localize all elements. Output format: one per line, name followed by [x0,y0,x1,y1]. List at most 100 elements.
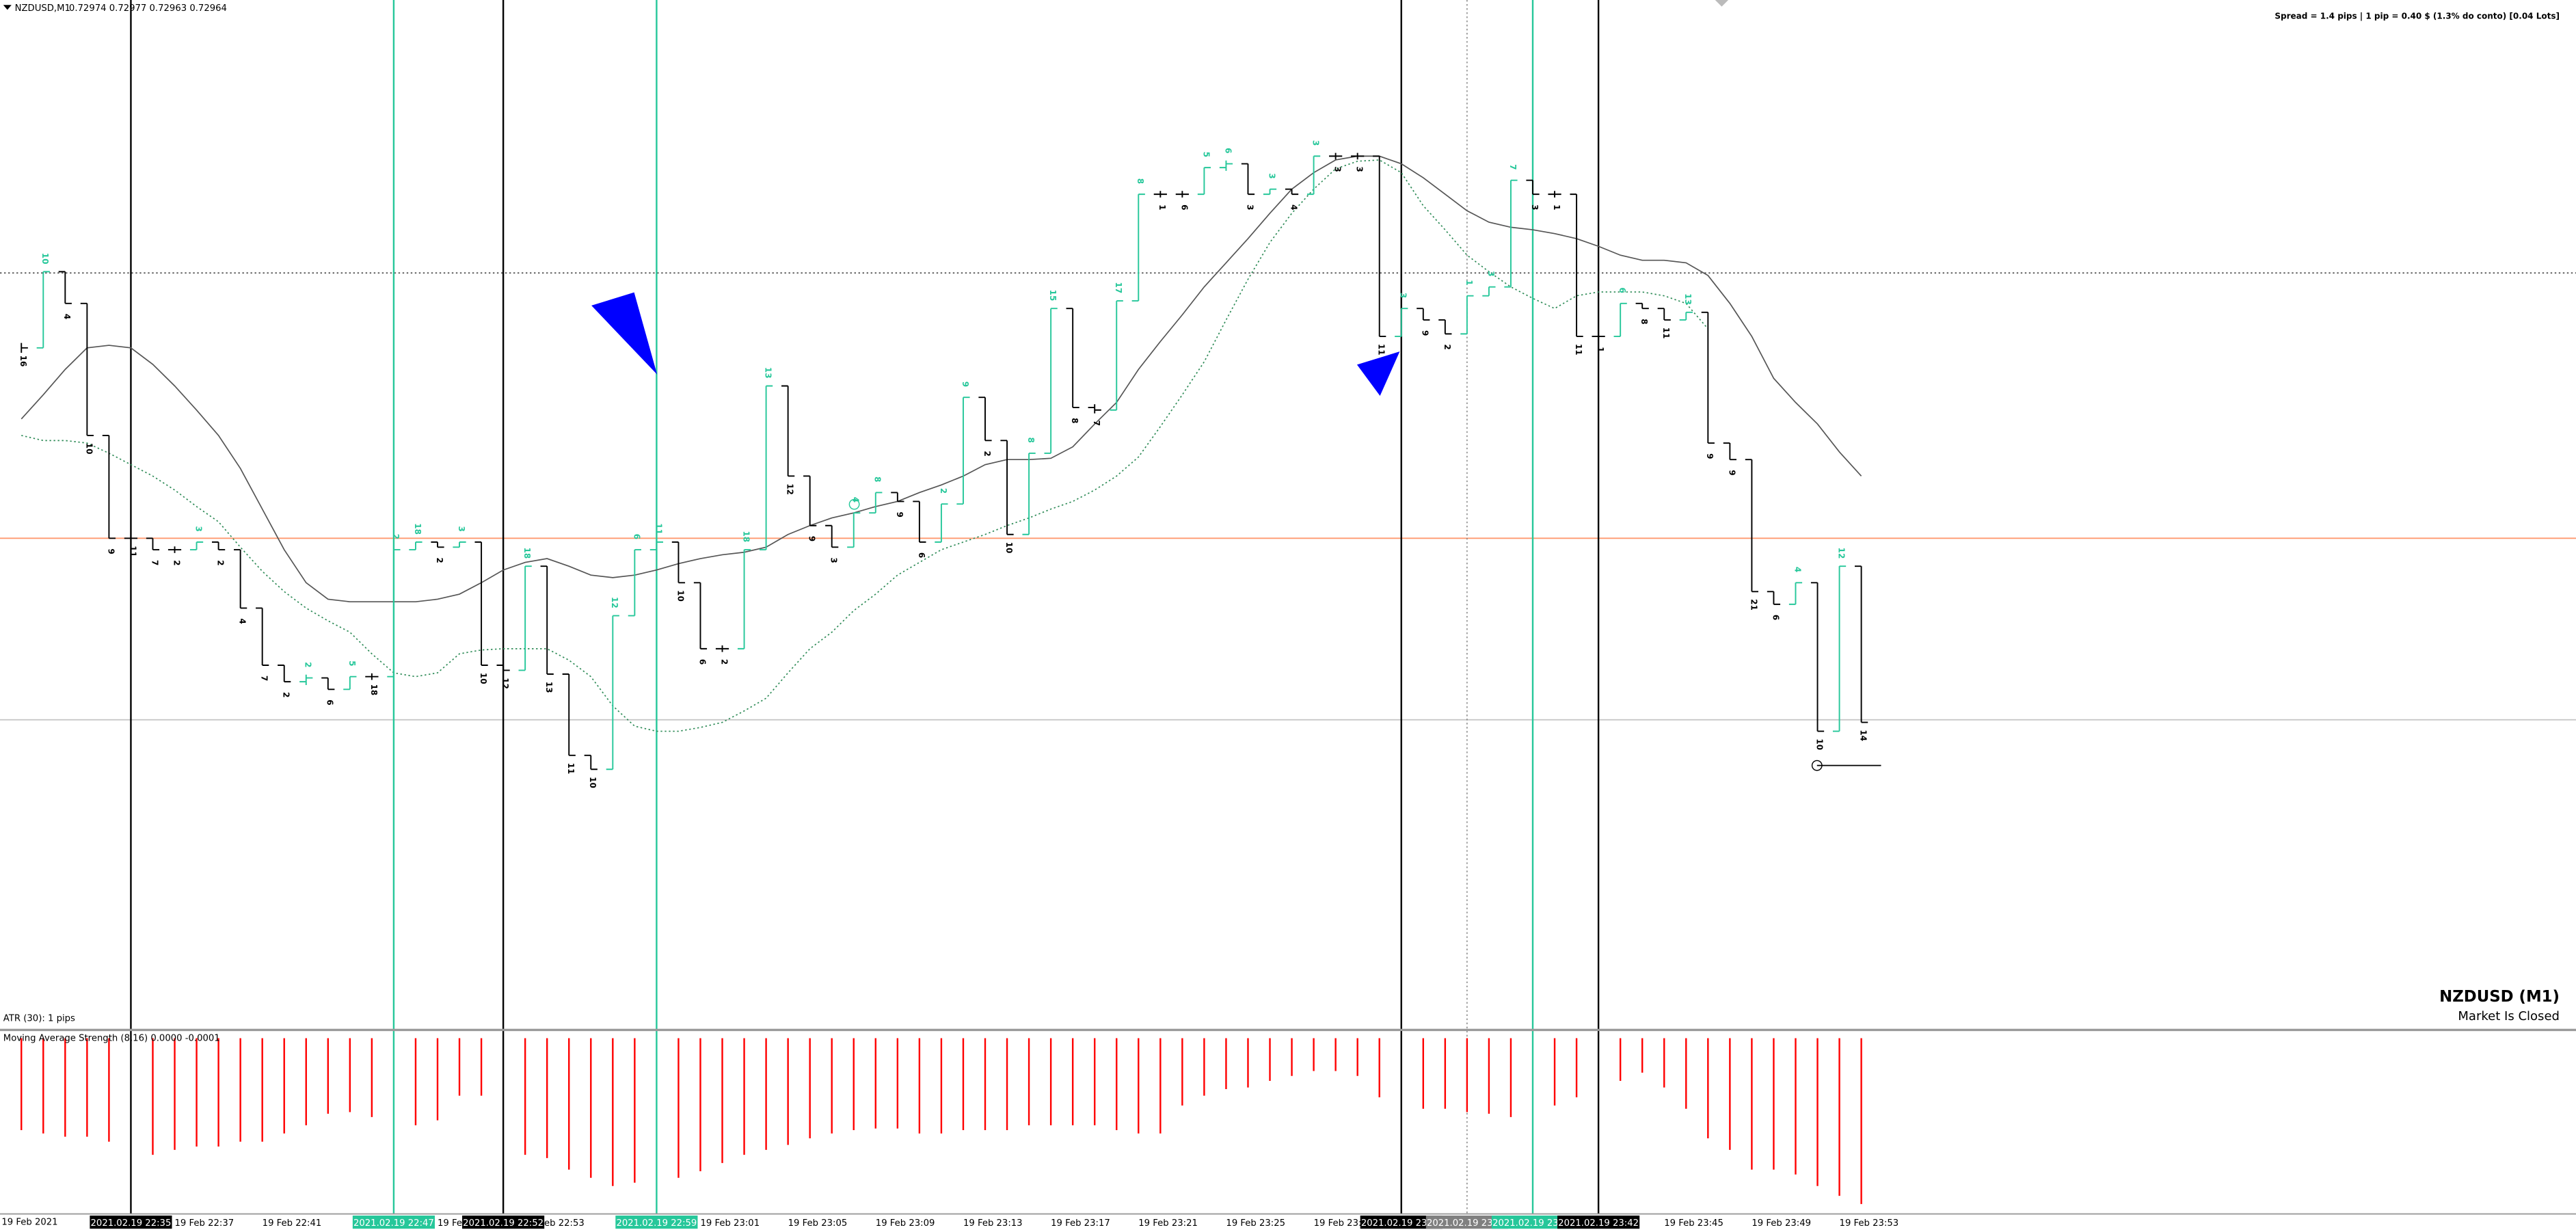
price-bar [1044,308,1058,454]
price-bar [496,665,510,671]
indicator-bars [21,1038,1862,1205]
price-bar [1351,152,1365,160]
x-tick-label: 19 Feb 23:53 [1840,1218,1899,1229]
bar-range-label: 3 [1267,173,1276,178]
bar-range-label: 7 [1092,420,1101,426]
time-box [462,1215,545,1229]
x-tick-label: 19 Feb 23:13 [963,1218,1023,1229]
bar-range-label: 8 [1070,418,1079,423]
bar-range-label: 10 [479,673,488,684]
time-box-label: 2021.02.19 22:52 [463,1218,544,1229]
price-bar [803,475,817,526]
bar-range-label: 3 [1486,271,1496,276]
price-bar [387,549,401,678]
bar-range-label: 15 [1048,290,1058,302]
time-box [615,1215,698,1229]
price-bar [1263,188,1277,196]
time-box-label: 2021.02.19 23:33 [1361,1218,1442,1229]
bar-range-label: 1 [1157,204,1167,210]
bar-range-label: 4 [238,618,247,624]
price-bar [146,537,160,550]
price-bar [1854,565,1868,723]
price-bar [474,541,488,666]
price-bar [1460,295,1474,335]
signal-arrow [1356,351,1400,397]
bar-range-label: 7 [150,560,159,565]
price-bar [211,541,226,550]
x-tick-label: 19 Feb 23:05 [788,1218,848,1229]
bar-range-label: 9 [807,536,817,541]
price-bar [671,541,686,584]
price-bar [1679,311,1693,321]
price-bar [891,492,904,503]
price-bar [956,397,970,505]
ohlc: 0.72974 0.72977 0.72963 0.72964 [69,3,227,14]
bar-range-label: 2 [391,534,401,539]
bar-range-label: 11 [566,763,576,775]
time-boxes: 2021.02.19 22:35 2021.02.19 22:47 2021.02.… [90,1215,1640,1229]
bar-range-label: 7 [260,675,269,681]
bar-range-label: 14 [1859,729,1868,741]
bar-range-label: 3 [1530,204,1540,210]
time-box-label: 2021.02.19 23:39 [1492,1218,1573,1229]
price-bar [1810,582,1825,732]
x-tick-label: 19 Feb 23:49 [1752,1218,1811,1229]
price-bar [1548,191,1561,198]
price-bar [167,546,182,553]
price-bar [1788,582,1803,605]
bar-range-label: 3 [1311,140,1321,146]
bar-range-label: 2 [982,451,992,456]
bar-range-label: 5 [1201,152,1211,157]
bar-range-label: 6 [632,534,641,539]
start-date: 19 Feb 2021 [1,1218,57,1228]
price-bar [1635,302,1649,310]
price-bar [1219,160,1233,171]
bar-range-label: 2 [282,692,291,697]
indicator-label: Moving Average Strength (8,16) 0.0000 -0… [3,1033,220,1043]
x-tick-label: 19 Feb 22:37 [175,1218,234,1229]
price-bar [935,503,948,543]
price-bar [628,549,641,617]
price-bar [1657,308,1671,321]
time-box-label: 2021.02.19 23:42 [1558,1218,1639,1229]
price-bar [321,677,335,691]
price-bar [365,673,379,680]
bar-range-label: 12 [610,597,619,608]
bar-range-label: 1 [1596,347,1605,352]
price-bar [518,565,532,671]
bar-range-label: 3 [1245,204,1255,210]
bar-range-label: 6 [917,552,926,558]
price-bar [1482,286,1496,297]
price-bar [1570,193,1583,338]
shift-marker [1715,0,1729,7]
price-bar [1110,300,1123,411]
bar-range-label: 11 [128,546,137,557]
bar-range-label: 4 [62,314,72,319]
bar-range-label: 8 [1026,438,1036,443]
bar-range-label: 8 [873,477,883,482]
bar-range-label: 2 [172,560,181,565]
price-bar [189,541,204,550]
price-bar [102,434,116,539]
moving-averages [21,155,1862,732]
bar-range-label: 6 [1223,148,1233,153]
price-bar [343,675,357,691]
bar-range-label: 6 [1771,615,1780,620]
bar-range-label: 21 [1749,599,1758,611]
bar-range-label: 16 [18,356,28,367]
price-bar [1131,193,1145,302]
bar-range-label: 13 [1683,293,1693,305]
bar-range-label: 5 [347,660,357,666]
time-box-label: 2021.02.19 23:36 [1427,1218,1507,1229]
bar-range-label: 2 [719,659,729,665]
bar-range-label: 8 [1639,319,1649,324]
price-bar [1022,452,1036,535]
bar-range-label: 9 [1421,330,1430,336]
marker [848,498,860,510]
bar-range-label: 13 [544,682,554,693]
bar-range-label: 18 [522,548,532,559]
price-bar [1417,308,1430,321]
bar-range-label: 2 [1443,344,1452,349]
